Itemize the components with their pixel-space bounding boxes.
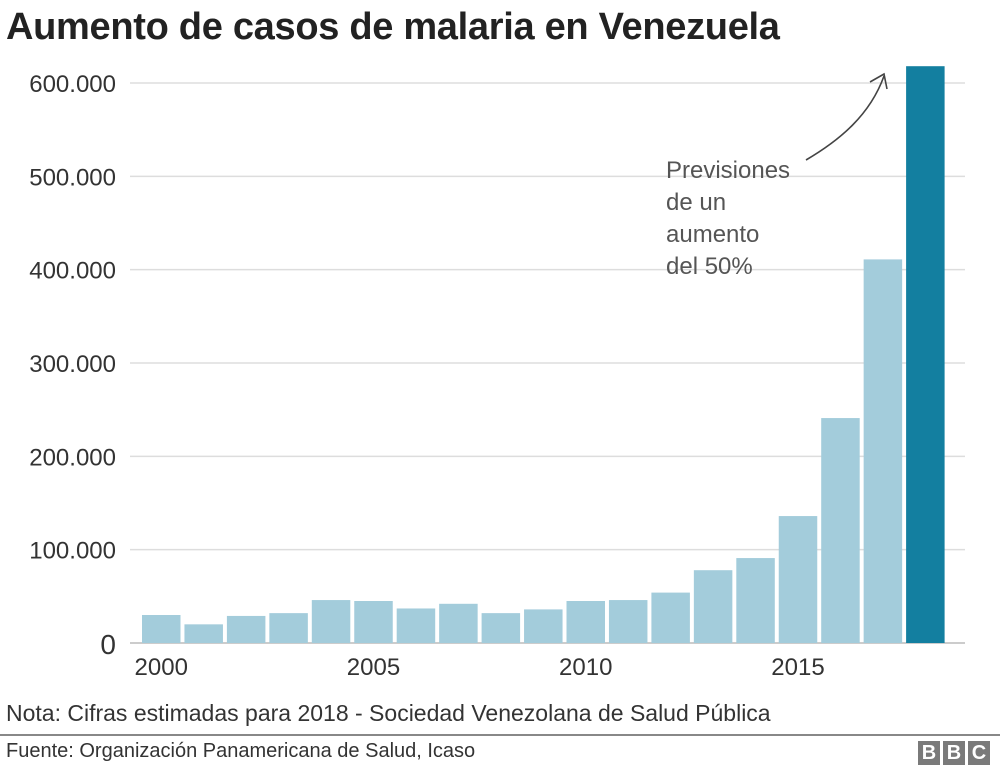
chart-title: Aumento de casos de malaria en Venezuela xyxy=(6,6,780,48)
bar xyxy=(142,615,181,643)
bar xyxy=(651,592,690,643)
bbc-logo-letter: B xyxy=(943,741,965,765)
x-tick-label: 2000 xyxy=(135,654,188,681)
annotation-arrow xyxy=(805,75,885,161)
annotation-text: Previsiones xyxy=(666,157,790,184)
bar xyxy=(736,558,775,643)
bar xyxy=(184,624,223,643)
bar xyxy=(524,609,563,643)
annotation-text: del 50% xyxy=(666,253,753,280)
gridlines xyxy=(130,82,965,644)
y-axis-ticks: 0 100.000 200.000 300.000 400.000 500.000 600.… xyxy=(29,71,116,660)
bbc-logo-letter: C xyxy=(968,741,990,765)
x-tick-label: 2005 xyxy=(347,654,400,681)
bar xyxy=(566,601,605,643)
bar xyxy=(778,516,818,643)
y-tick-label: 200.000 xyxy=(29,444,116,471)
arrow-head-icon xyxy=(869,72,888,90)
bar xyxy=(396,608,436,643)
y-tick-label: 600.000 xyxy=(29,71,116,98)
x-tick-label: 2015 xyxy=(771,654,824,681)
footer-divider xyxy=(0,734,1000,736)
y-tick-label: 100.000 xyxy=(29,538,116,565)
bar xyxy=(354,601,393,643)
x-tick-label: 2010 xyxy=(559,654,612,681)
annotation: Previsiones de un aumento del 50% xyxy=(666,72,888,280)
chart-source: Fuente: Organización Panamericana de Sal… xyxy=(6,740,476,762)
bar-chart: 0 100.000 200.000 300.000 400.000 500.000 600.… xyxy=(29,66,965,681)
bar xyxy=(311,600,351,643)
bar xyxy=(269,613,308,643)
x-axis-ticks: 2000 2005 2010 2015 xyxy=(135,654,825,681)
bar xyxy=(863,259,903,643)
y-tick-label: 0 xyxy=(100,629,116,660)
bar xyxy=(226,615,266,643)
chart-note: Nota: Cifras estimadas para 2018 - Socie… xyxy=(6,700,771,726)
bbc-logo-letter: B xyxy=(918,741,940,765)
y-tick-label: 400.000 xyxy=(29,258,116,285)
bar-highlighted xyxy=(906,66,945,643)
bar xyxy=(608,600,648,643)
y-tick-label: 300.000 xyxy=(29,351,116,378)
bbc-logo: B B C xyxy=(918,741,990,765)
annotation-text: aumento xyxy=(666,221,759,248)
bar xyxy=(693,570,733,643)
bar xyxy=(821,418,860,643)
bar xyxy=(439,603,478,643)
bar xyxy=(481,613,521,643)
bars xyxy=(142,66,945,643)
annotation-text: de un xyxy=(666,189,726,216)
y-tick-label: 500.000 xyxy=(29,164,116,191)
